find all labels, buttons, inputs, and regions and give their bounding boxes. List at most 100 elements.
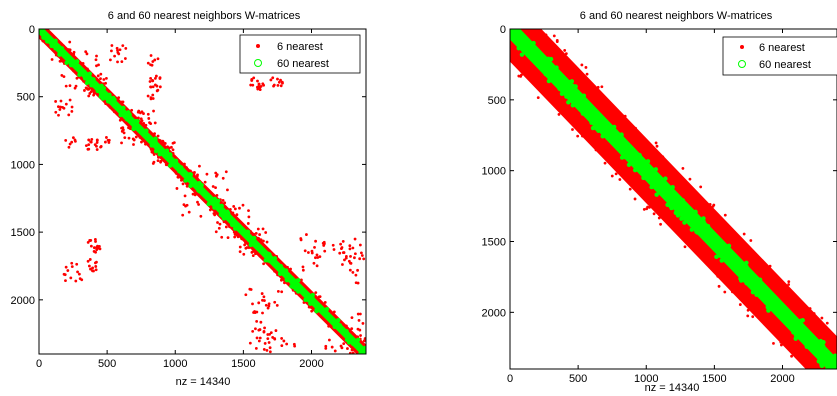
- y-tick-label: 2000: [11, 295, 35, 307]
- scattered-point: [91, 73, 95, 77]
- band-edge-point: [712, 225, 716, 229]
- band-edge-point: [570, 103, 575, 108]
- band-edge-point: [744, 264, 749, 269]
- band-edge-point: [742, 255, 746, 259]
- band-edge-point: [663, 176, 668, 181]
- scattered-point: [258, 336, 262, 340]
- band-edge-point: [600, 100, 603, 104]
- band-edge-point: [651, 190, 654, 194]
- band-edge-point: [649, 184, 654, 190]
- band-edge-point: [96, 79, 100, 83]
- band-edge-point: [670, 185, 675, 190]
- band-edge-point: [733, 260, 738, 265]
- scattered-point: [214, 171, 218, 175]
- scattered-point: [152, 153, 156, 156]
- scattered-point: [94, 268, 98, 272]
- x-tick-label: 2000: [299, 358, 323, 370]
- scattered-point: [258, 88, 262, 92]
- band-edge-point: [701, 202, 705, 206]
- band-edge-point: [723, 213, 727, 217]
- scattered-point: [195, 174, 199, 178]
- scattered-point: [267, 304, 271, 308]
- scattered-point: [258, 86, 262, 89]
- band-edge-point: [746, 314, 750, 318]
- scattered-point: [70, 105, 74, 109]
- scattered-point: [221, 176, 225, 180]
- band-edge-point: [64, 60, 69, 66]
- band-edge-point: [228, 207, 232, 211]
- band-edge-point: [645, 159, 651, 164]
- band-edge-point: [53, 38, 58, 44]
- band-edge-point: [99, 77, 102, 81]
- scattered-point: [255, 310, 259, 314]
- scattered-point: [263, 326, 266, 330]
- band-edge-point: [245, 233, 250, 238]
- scattered-point: [88, 258, 92, 261]
- band-edge-point: [112, 110, 116, 114]
- scattered-point: [92, 250, 96, 253]
- band-edge-point: [127, 112, 132, 117]
- scattered-point: [244, 241, 247, 244]
- band-edge-point: [144, 142, 147, 146]
- band-edge-point: [580, 111, 586, 116]
- band-edge-point: [568, 64, 572, 67]
- band-edge-point: [693, 209, 698, 215]
- scattered-point: [262, 239, 265, 243]
- scattered-point: [280, 80, 284, 84]
- band-edge-point: [827, 369, 831, 373]
- band-edge-point: [603, 161, 607, 165]
- band-edge-point: [44, 36, 49, 41]
- band-edge-point: [811, 357, 815, 361]
- band-edge-point: [548, 43, 551, 47]
- scattered-point: [246, 222, 250, 225]
- band-edge-point: [117, 96, 121, 100]
- scattered-point: [247, 209, 250, 212]
- scattered-point: [64, 102, 68, 106]
- band-edge-point: [221, 216, 227, 221]
- band-edge-point: [773, 299, 778, 305]
- scattered-point: [312, 261, 316, 265]
- scattered-point: [87, 138, 91, 142]
- band-edge-point: [653, 159, 657, 163]
- scattered-point: [76, 270, 79, 274]
- band-edge-point: [188, 172, 194, 177]
- scattered-point: [84, 50, 88, 54]
- scattered-point: [121, 128, 125, 132]
- scattered-point: [233, 235, 237, 239]
- band-edge-point: [564, 52, 568, 55]
- scattered-point: [94, 58, 98, 62]
- scattered-point: [238, 250, 242, 254]
- band-edge-point: [767, 298, 772, 303]
- scattered-point: [259, 320, 263, 324]
- band-edge-point: [762, 313, 766, 317]
- band-edge-point: [286, 265, 289, 269]
- scattered-point: [158, 139, 162, 142]
- scattered-point: [265, 240, 269, 244]
- scattered-point: [153, 58, 157, 62]
- scattered-point: [54, 100, 58, 103]
- scattered-point: [152, 109, 155, 113]
- band-edge-point: [277, 271, 283, 277]
- band-edge-point: [744, 260, 749, 265]
- scattered-point: [64, 84, 68, 88]
- band-edge-point: [787, 280, 791, 284]
- band-edge-point: [683, 245, 687, 249]
- band-edge-point: [515, 32, 520, 38]
- band-edge-point: [594, 126, 599, 131]
- scattered-point: [70, 261, 74, 265]
- band-edge-point: [259, 238, 263, 242]
- scattered-point: [149, 97, 153, 101]
- scattered-point: [218, 222, 222, 226]
- band-edge-point: [158, 146, 164, 151]
- band-edge-point: [153, 136, 158, 141]
- scattered-point: [262, 330, 266, 334]
- band-edge-point: [711, 256, 715, 260]
- scattered-point: [249, 83, 253, 87]
- y-tick-label: 500: [488, 95, 506, 107]
- scattered-point: [280, 344, 284, 348]
- band-edge-point: [708, 254, 712, 258]
- band-edge-point: [46, 29, 50, 33]
- band-edge-point: [646, 164, 651, 170]
- band-edge-point: [344, 328, 349, 334]
- band-edge-point: [789, 326, 795, 331]
